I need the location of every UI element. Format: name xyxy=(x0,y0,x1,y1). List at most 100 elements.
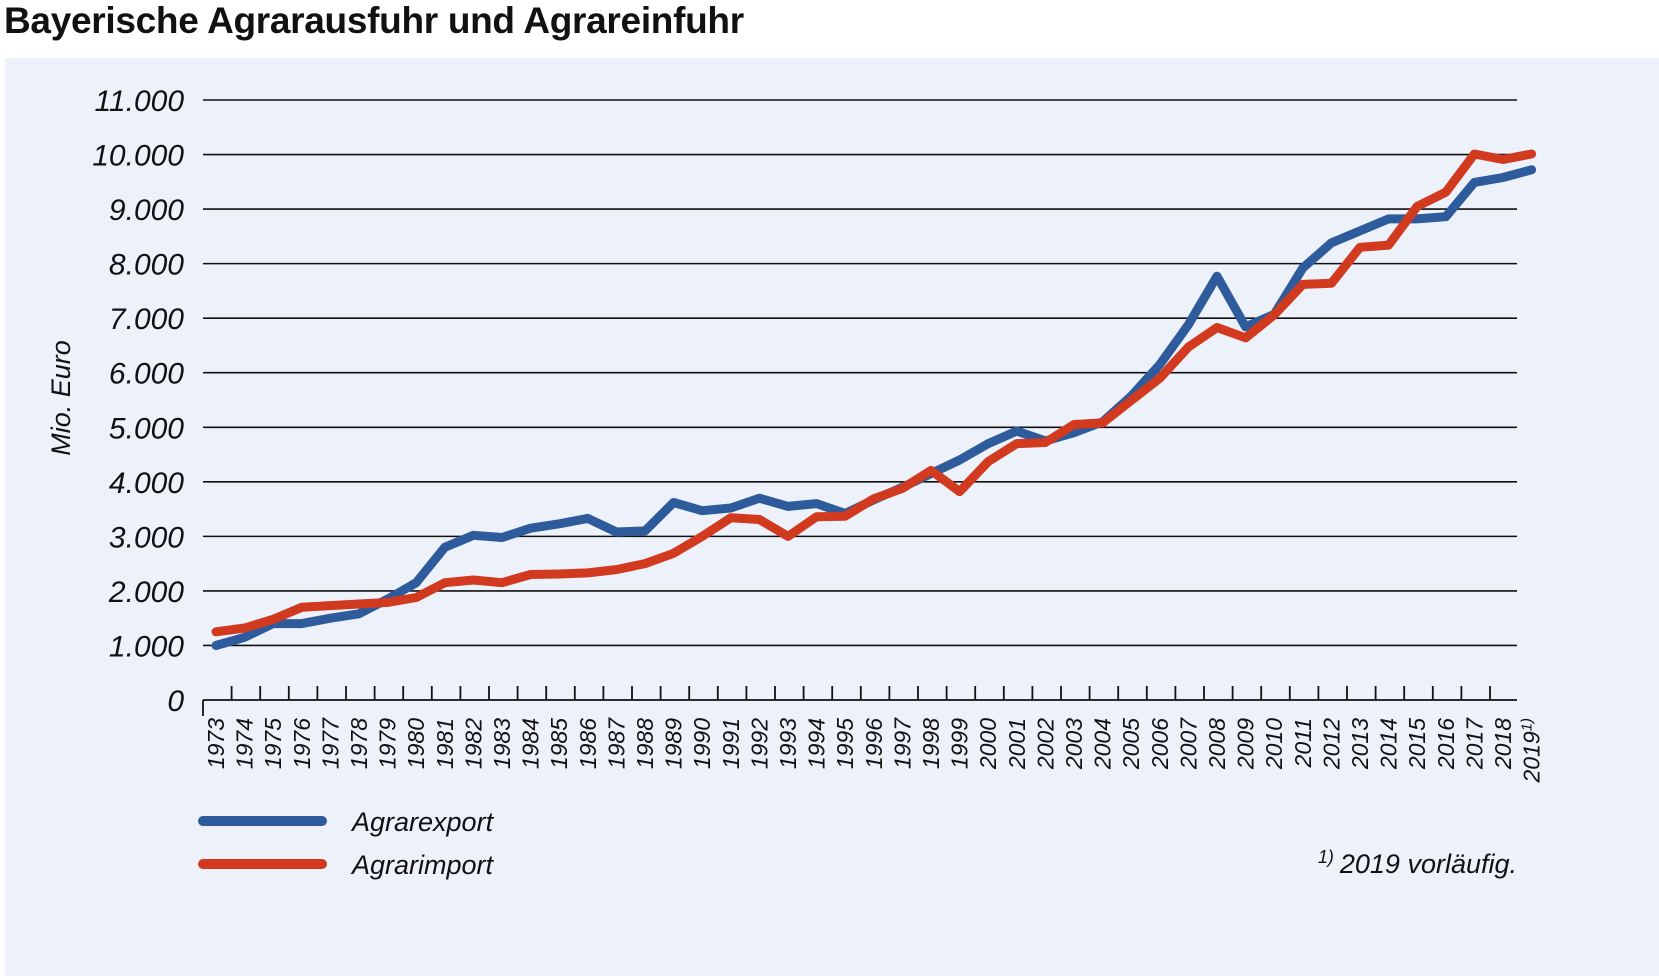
x-tick-label: 2006 xyxy=(1147,718,1173,770)
x-tick-year: 2006 xyxy=(1147,718,1173,770)
x-tick-year: 1995 xyxy=(832,718,858,769)
x-tick-label: 1977 xyxy=(317,717,343,769)
x-tick-year: 2019 xyxy=(1519,731,1545,783)
y-tick-label: 8.000 xyxy=(109,249,184,282)
x-tick-year: 2012 xyxy=(1318,718,1344,770)
x-tick-label: 2013 xyxy=(1347,718,1373,770)
x-tick-label: 1991 xyxy=(718,718,744,769)
x-tick-year: 2002 xyxy=(1032,718,1058,770)
x-tick-year: 1985 xyxy=(546,718,572,769)
x-tick-label: 1992 xyxy=(746,718,772,769)
x-tick-year: 1978 xyxy=(346,718,372,769)
x-tick-label: 2000 xyxy=(975,718,1001,770)
x-tick-label: 2010 xyxy=(1261,718,1287,770)
x-tick-year: 1980 xyxy=(403,718,429,769)
legend-label-agrarimport: Agrarimport xyxy=(350,850,495,880)
x-tick-label: 2014 xyxy=(1376,718,1402,770)
x-tick-label: 1998 xyxy=(918,718,944,769)
x-tick-year: 1984 xyxy=(518,718,544,769)
x-tick-label: 1988 xyxy=(632,718,658,769)
x-tick-year: 2015 xyxy=(1404,718,1430,770)
x-tick-year: 1988 xyxy=(632,718,658,769)
x-tick-label: 1996 xyxy=(861,718,887,769)
x-tick-label: 2003 xyxy=(1061,718,1087,770)
legend-label-agrarexport: Agrarexport xyxy=(350,807,495,837)
series-line-agrarexport xyxy=(211,165,1537,650)
footnote-mark: 1) xyxy=(1318,847,1334,867)
x-tick-year: 1983 xyxy=(489,718,515,769)
x-tick-label: 1973 xyxy=(203,718,229,769)
x-tick-label: 1978 xyxy=(346,718,372,769)
x-tick-label: 1997 xyxy=(889,717,915,769)
x-tick-label: 2007 xyxy=(1175,717,1201,770)
x-tick-label: 2005 xyxy=(1118,718,1144,770)
x-tick-year: 2011 xyxy=(1290,718,1316,768)
x-tick-year: 1991 xyxy=(718,718,744,769)
x-tick-label: 1995 xyxy=(832,718,858,769)
x-tick-footnote-mark: 1) xyxy=(1519,718,1536,731)
x-tick-year: 2018 xyxy=(1490,718,1516,770)
x-tick-label: 1982 xyxy=(460,718,486,769)
x-tick-label: 1993 xyxy=(775,718,801,769)
x-tick-year: 1989 xyxy=(661,718,687,769)
footnote-text: 2019 vorläufig. xyxy=(1339,849,1517,879)
x-tick-label: 1987 xyxy=(603,717,629,769)
chart-title: Bayerische Agrarausfuhr und Agrareinfuhr xyxy=(4,0,744,41)
x-tick-year: 1997 xyxy=(889,717,915,769)
x-tick-label: 1976 xyxy=(289,718,315,769)
x-tick-year: 2008 xyxy=(1204,718,1230,770)
x-tick-year: 1977 xyxy=(317,717,343,769)
x-tick-label: 2017 xyxy=(1461,717,1487,770)
x-tick-label: 2004 xyxy=(1090,718,1116,770)
series-line-agrarimport xyxy=(211,149,1537,637)
x-tick-year: 1998 xyxy=(918,718,944,769)
x-tick-year: 1973 xyxy=(203,718,229,769)
x-tick-label: 1979 xyxy=(375,718,401,769)
x-tick-year: 2013 xyxy=(1347,718,1373,770)
x-tick-year: 1992 xyxy=(746,718,772,769)
x-tick-year: 1993 xyxy=(775,718,801,769)
x-tick-year: 2007 xyxy=(1175,717,1201,770)
x-tick-label: 1984 xyxy=(518,718,544,769)
x-tick-year: 1990 xyxy=(689,718,715,769)
x-tick-label: 2009 xyxy=(1233,718,1259,770)
x-tick-year: 2010 xyxy=(1261,718,1287,770)
y-tick-label: 6.000 xyxy=(109,358,184,391)
x-tick-label: 1990 xyxy=(689,718,715,769)
x-tick-year: 2005 xyxy=(1118,718,1144,770)
x-tick-year: 2016 xyxy=(1433,718,1459,770)
x-tick-year: 1974 xyxy=(232,718,258,769)
x-tick-label: 2015 xyxy=(1404,718,1430,770)
x-tick-label: 2002 xyxy=(1032,718,1058,770)
x-tick-year: 1975 xyxy=(260,718,286,769)
x-tick-label: 1975 xyxy=(260,718,286,769)
x-tick-year: 1976 xyxy=(289,718,315,769)
x-tick-label: 1983 xyxy=(489,718,515,769)
footnote: 1) 2019 vorläufig. xyxy=(1318,847,1517,879)
x-tick-label: 2011 xyxy=(1290,718,1316,768)
y-axis-label: Mio. Euro xyxy=(46,340,76,456)
x-tick-year: 1981 xyxy=(432,718,458,769)
x-tick-label: 1989 xyxy=(661,718,687,769)
y-tick-label: 11.000 xyxy=(94,85,184,118)
x-tick-label: 1980 xyxy=(403,718,429,769)
x-tick-label: 2001 xyxy=(1004,718,1030,770)
x-tick-label: 1974 xyxy=(232,718,258,769)
x-tick-label: 1986 xyxy=(575,718,601,769)
y-tick-label: 9.000 xyxy=(109,194,184,227)
x-tick-year: 2000 xyxy=(975,718,1001,770)
x-tick-year: 2014 xyxy=(1376,718,1402,770)
x-tick-year: 1982 xyxy=(460,718,486,769)
y-tick-label: 0 xyxy=(167,685,184,718)
x-tick-year: 1987 xyxy=(603,717,629,769)
y-tick-label: 2.000 xyxy=(108,576,184,609)
y-tick-label: 10.000 xyxy=(92,140,184,173)
x-tick-year: 2004 xyxy=(1090,718,1116,770)
x-tick-label: 2016 xyxy=(1433,718,1459,770)
x-tick-year: 2017 xyxy=(1461,717,1487,770)
x-tick-year: 1996 xyxy=(861,718,887,769)
x-tick-label: 1985 xyxy=(546,718,572,769)
x-tick-label: 2012 xyxy=(1318,718,1344,770)
x-tick-label: 1981 xyxy=(432,718,458,769)
